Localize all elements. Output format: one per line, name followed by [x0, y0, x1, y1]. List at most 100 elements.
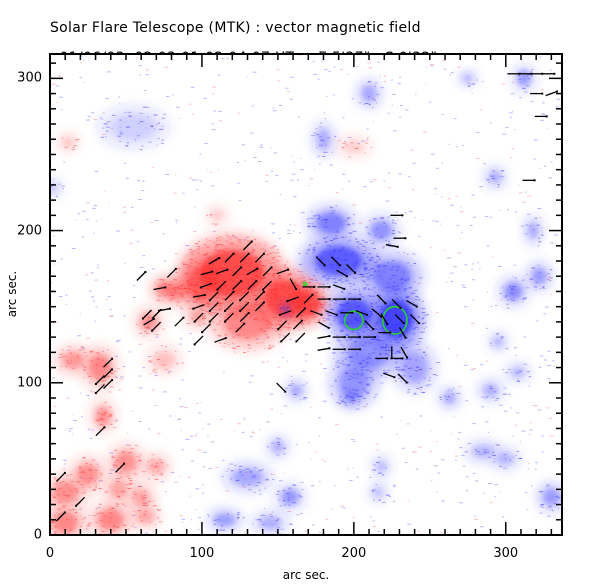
positive-noise-pixel — [93, 119, 98, 121]
transverse-field-vector — [193, 303, 205, 310]
negative-noise-pixel — [323, 112, 326, 114]
negative-noise-pixel — [175, 219, 178, 221]
negative-noise-pixel — [523, 336, 527, 338]
negative-noise-pixel — [528, 385, 531, 387]
negative-noise-pixel — [73, 420, 77, 422]
negative-noise-pixel — [342, 173, 346, 175]
negative-noise-pixel — [195, 488, 200, 490]
vector-head — [386, 357, 389, 360]
negative-noise-pixel — [539, 167, 541, 169]
transverse-field-vector — [315, 256, 326, 266]
positive-noise-pixel — [237, 112, 240, 114]
vector-head — [404, 237, 407, 240]
vector-head — [354, 271, 357, 274]
negative-noise-pixel — [202, 492, 205, 494]
transverse-field-vector — [75, 496, 86, 507]
positive-noise-pixel — [252, 432, 255, 434]
negative-noise-pixel — [179, 117, 180, 119]
positive-noise-pixel — [340, 505, 344, 507]
negative-noise-pixel — [363, 186, 367, 188]
negative-noise-pixel — [138, 375, 141, 377]
negative-noise-pixel — [395, 211, 398, 213]
positive-noise-pixel — [548, 418, 553, 420]
negative-noise-pixel — [418, 235, 421, 237]
negative-noise-pixel — [198, 517, 202, 519]
transverse-field-vector — [200, 270, 213, 276]
transverse-field-vector — [295, 308, 306, 318]
positive-polarity-region — [206, 206, 228, 226]
negative-noise-pixel — [473, 472, 476, 474]
negative-noise-pixel — [476, 132, 480, 133]
negative-noise-pixel — [486, 245, 490, 247]
positive-noise-pixel — [375, 443, 379, 445]
negative-noise-pixel — [506, 307, 510, 309]
negative-noise-pixel — [312, 60, 315, 62]
transverse-field-vector — [157, 308, 171, 312]
transverse-field-vector — [194, 335, 204, 345]
vector-head — [358, 298, 361, 301]
negative-noise-pixel — [526, 213, 531, 215]
positive-noise-pixel — [91, 391, 96, 393]
positive-noise-pixel — [459, 386, 462, 388]
negative-noise-pixel — [313, 73, 317, 75]
negative-noise-pixel — [297, 179, 299, 181]
negative-noise-pixel — [443, 68, 447, 70]
vector-head — [94, 392, 97, 395]
positive-noise-pixel — [118, 389, 122, 391]
transverse-field-vector — [325, 310, 337, 316]
negative-noise-pixel — [369, 476, 372, 478]
positive-noise-pixel — [387, 187, 391, 189]
negative-noise-pixel — [335, 402, 339, 403]
vector-head — [111, 368, 113, 371]
negative-noise-pixel — [189, 435, 194, 437]
vector-head — [142, 317, 144, 320]
negative-noise-pixel — [472, 263, 474, 265]
negative-noise-pixel — [441, 459, 445, 461]
negative-noise-pixel — [494, 496, 497, 498]
transverse-field-vector — [115, 463, 125, 473]
negative-noise-pixel — [89, 437, 93, 439]
negative-noise-pixel — [436, 491, 438, 493]
negative-noise-pixel — [472, 299, 474, 301]
negative-noise-pixel — [80, 392, 82, 394]
negative-noise-pixel — [414, 217, 416, 218]
negative-noise-pixel — [393, 130, 397, 132]
positive-noise-pixel — [283, 472, 285, 474]
negative-noise-pixel — [79, 508, 82, 510]
negative-noise-pixel — [324, 69, 328, 71]
positive-noise-pixel — [347, 73, 349, 75]
positive-noise-pixel — [270, 147, 272, 149]
negative-noise-pixel — [511, 276, 513, 277]
positive-noise-pixel — [532, 405, 537, 407]
positive-noise-pixel — [261, 361, 265, 363]
negative-noise-pixel — [99, 116, 101, 118]
negative-noise-pixel — [144, 532, 148, 534]
vector-head — [278, 313, 281, 316]
axis-ticks — [49, 54, 562, 536]
negative-noise-pixel — [543, 165, 547, 167]
vector-head — [216, 288, 219, 291]
positive-noise-pixel — [94, 279, 99, 281]
negative-noise-pixel — [431, 479, 433, 481]
negative-noise-pixel — [118, 96, 120, 98]
positive-noise-pixel — [107, 280, 110, 282]
negative-noise-pixel — [539, 505, 542, 507]
positive-noise-pixel — [340, 68, 344, 70]
negative-noise-pixel — [415, 468, 419, 470]
positive-polarity-region — [50, 505, 92, 535]
transverse-field-vector — [371, 308, 382, 318]
negative-noise-pixel — [181, 518, 186, 520]
vector-head — [211, 270, 214, 273]
negative-noise-pixel — [165, 174, 170, 175]
negative-noise-pixel — [479, 268, 481, 270]
transverse-field-vector — [332, 284, 345, 290]
transverse-field-vector — [336, 269, 348, 277]
positive-noise-pixel — [157, 309, 159, 310]
negative-noise-pixel — [108, 472, 113, 474]
positive-noise-pixel — [500, 299, 503, 301]
positive-noise-pixel — [219, 120, 222, 122]
positive-noise-pixel — [86, 202, 90, 204]
transverse-field-vector — [385, 244, 398, 248]
negative-noise-pixel — [123, 315, 126, 317]
positive-noise-pixel — [440, 532, 444, 534]
